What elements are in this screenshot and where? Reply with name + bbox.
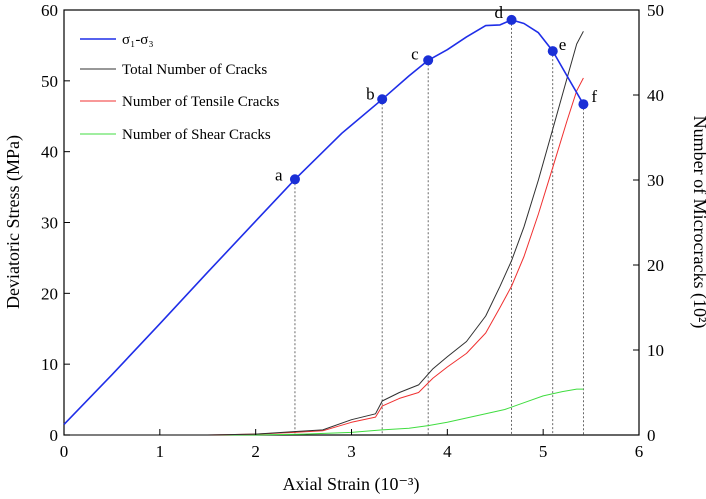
x-tick-label: 6 <box>635 442 644 461</box>
y-axis-left: 0 10 20 30 40 50 60 <box>41 1 70 445</box>
legend: σ₁-σ₃ Total Number of Cracks Number of T… <box>80 32 280 143</box>
y-axis-left-label: Deviatoric Stress (MPa) <box>3 135 24 309</box>
x-axis-label: Axial Strain (10⁻³) <box>283 474 420 495</box>
y-axis-right: 0 10 20 30 40 50 <box>633 1 664 445</box>
y-axis-right-label: Number of Microcracks (10²) <box>689 116 706 329</box>
key-point-marker <box>506 14 517 25</box>
series-line-stress <box>63 19 585 425</box>
y-left-tick-label: 10 <box>41 355 58 374</box>
key-point-label: f <box>591 87 597 106</box>
x-tick-label: 0 <box>60 442 69 461</box>
y-right-tick-label: 50 <box>647 1 664 20</box>
legend-text-tensile: Number of Tensile Cracks <box>122 94 280 110</box>
y-right-tick-label: 20 <box>647 256 664 275</box>
key-point-label: b <box>366 84 375 103</box>
y-right-tick-label: 10 <box>647 341 664 360</box>
legend-text-stress: σ₁-σ₃ <box>122 32 154 48</box>
key-point-markers: a b c d e f <box>275 3 597 185</box>
key-point-marker <box>289 174 300 185</box>
series-line-shear <box>64 388 584 436</box>
y-left-tick-label: 30 <box>41 214 58 233</box>
x-tick-label: 5 <box>539 442 548 461</box>
y-right-tick-label: 30 <box>647 171 664 190</box>
key-point-label: a <box>275 165 283 184</box>
series-line-tensile <box>64 77 584 436</box>
key-point-marker <box>423 55 434 66</box>
y-right-tick-label: 40 <box>647 86 664 105</box>
y-left-tick-label: 40 <box>41 143 58 162</box>
series-line-total <box>64 31 584 436</box>
y-left-tick-label: 60 <box>41 1 58 20</box>
x-tick-label: 3 <box>347 442 356 461</box>
x-tick-label: 2 <box>251 442 260 461</box>
x-tick-label: 4 <box>443 442 452 461</box>
series-layer <box>63 19 585 436</box>
y-left-tick-label: 0 <box>50 426 59 445</box>
key-point-label: c <box>411 44 419 63</box>
y-left-tick-label: 20 <box>41 284 58 303</box>
legend-text-total: Total Number of Cracks <box>122 62 267 78</box>
key-point-label: e <box>559 35 567 54</box>
legend-text-shear: Number of Shear Cracks <box>122 127 271 143</box>
guide-lines <box>294 19 584 435</box>
x-axis: 0 1 2 3 4 5 6 <box>60 429 644 461</box>
key-point-marker <box>547 46 558 57</box>
x-tick-label: 1 <box>156 442 165 461</box>
key-point-marker <box>377 94 388 105</box>
y-left-tick-label: 50 <box>41 72 58 91</box>
y-right-tick-label: 0 <box>647 426 656 445</box>
key-point-label: d <box>495 3 504 22</box>
key-point-marker <box>578 99 589 110</box>
